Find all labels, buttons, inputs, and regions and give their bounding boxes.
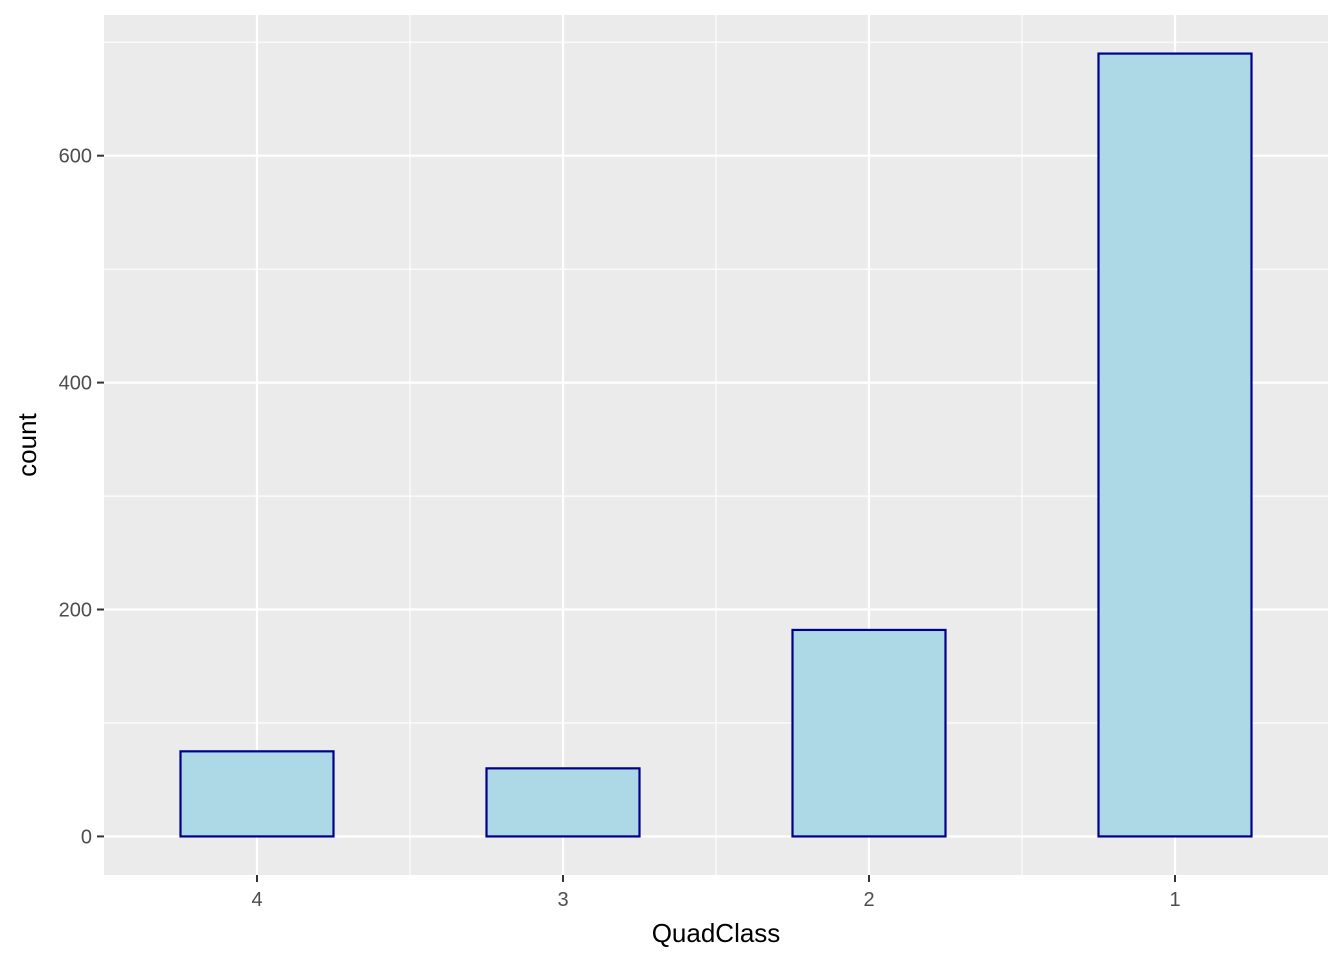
x-tick-label: 4 bbox=[251, 889, 262, 911]
x-axis-tick-labels: 4 3 2 1 bbox=[251, 889, 1180, 911]
y-tick-label: 600 bbox=[59, 146, 92, 168]
y-tick-label: 400 bbox=[59, 373, 92, 395]
bar-3 bbox=[485, 767, 641, 838]
y-axis-title: count bbox=[12, 412, 42, 476]
y-axis-tick-labels: 0 200 400 600 bbox=[59, 146, 92, 849]
x-axis-title: QuadClass bbox=[652, 918, 781, 948]
axis-ticks bbox=[97, 154, 1176, 882]
x-tick-label: 1 bbox=[1169, 889, 1180, 911]
bars bbox=[179, 52, 1253, 838]
y-tick-label: 200 bbox=[59, 600, 92, 622]
bar-2 bbox=[791, 628, 947, 838]
y-tick-label: 0 bbox=[81, 826, 92, 848]
x-tick-label: 3 bbox=[557, 889, 568, 911]
x-tick-label: 2 bbox=[863, 889, 874, 911]
minor-gridlines bbox=[104, 15, 1328, 875]
bar-1 bbox=[1097, 52, 1253, 838]
bar-4 bbox=[179, 750, 335, 838]
